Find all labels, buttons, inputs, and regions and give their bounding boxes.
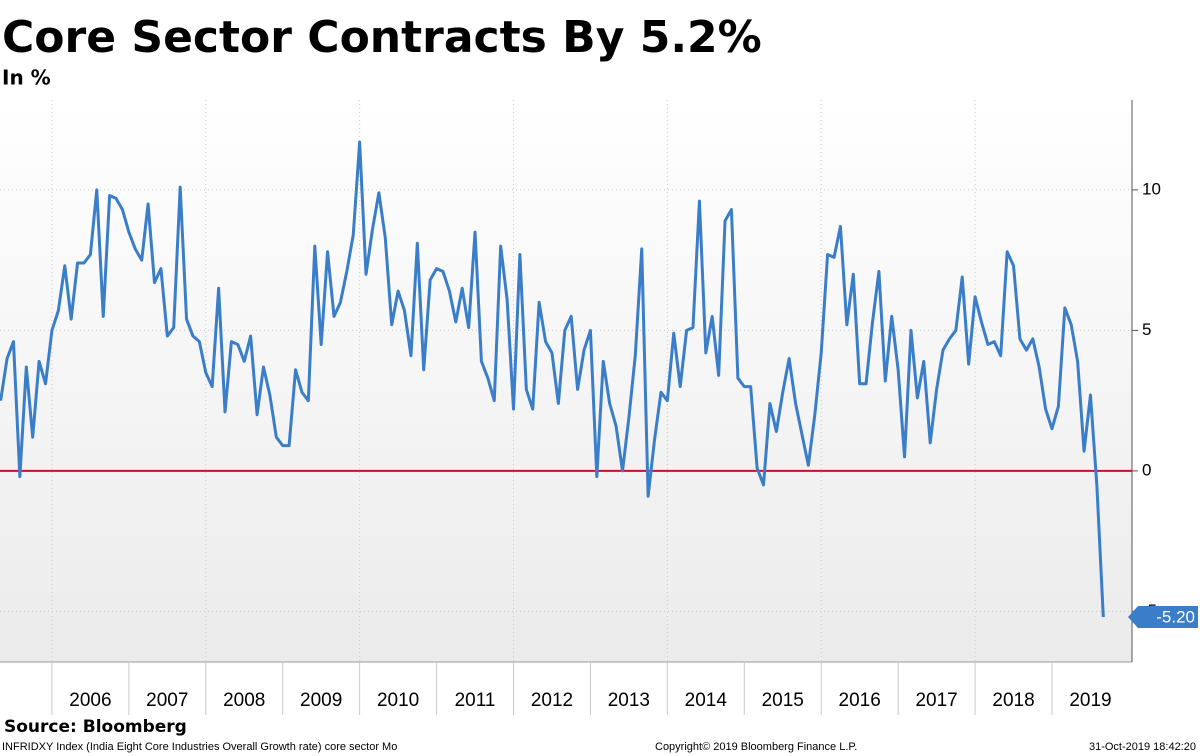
x-tick-label: 2015	[762, 690, 804, 711]
x-tick-label: 2007	[146, 690, 188, 711]
copyright: Copyright© 2019 Bloomberg Finance L.P.	[655, 741, 857, 753]
data-line	[0, 140, 1105, 618]
chart-title: Core Sector Contracts By 5.2%	[2, 12, 762, 63]
value-label: -5.20	[1156, 608, 1195, 627]
x-tick-label: 2018	[992, 690, 1034, 711]
plot-background	[0, 100, 1132, 662]
x-tick-label: 2012	[531, 690, 573, 711]
x-tick-label: 2006	[69, 690, 111, 711]
footnote: INFRIDXY Index (India Eight Core Industr…	[2, 741, 397, 753]
x-tick-label: 2009	[300, 690, 342, 711]
x-axis-band	[0, 662, 1132, 715]
x-tick-label: 2014	[685, 690, 728, 711]
y-tick-label: 0	[1142, 460, 1151, 479]
y-tick-label: 10	[1142, 179, 1161, 198]
x-tick-label: 2019	[1069, 690, 1111, 711]
x-tick-label: 2016	[839, 690, 881, 711]
value-label-badge	[1128, 606, 1198, 629]
x-tick-label: 2008	[223, 690, 265, 711]
x-tick-label: 2011	[455, 690, 496, 711]
source: Source: Bloomberg	[4, 717, 187, 737]
x-tick-label: 2010	[377, 690, 419, 711]
timestamp: 31-Oct-2019 18:42:20	[1089, 741, 1196, 753]
x-tick-label: 2017	[915, 690, 957, 711]
x-tick-label: 2013	[608, 690, 650, 711]
y-tick-label: 5	[1142, 320, 1151, 339]
chart-subtitle: In %	[2, 66, 51, 90]
